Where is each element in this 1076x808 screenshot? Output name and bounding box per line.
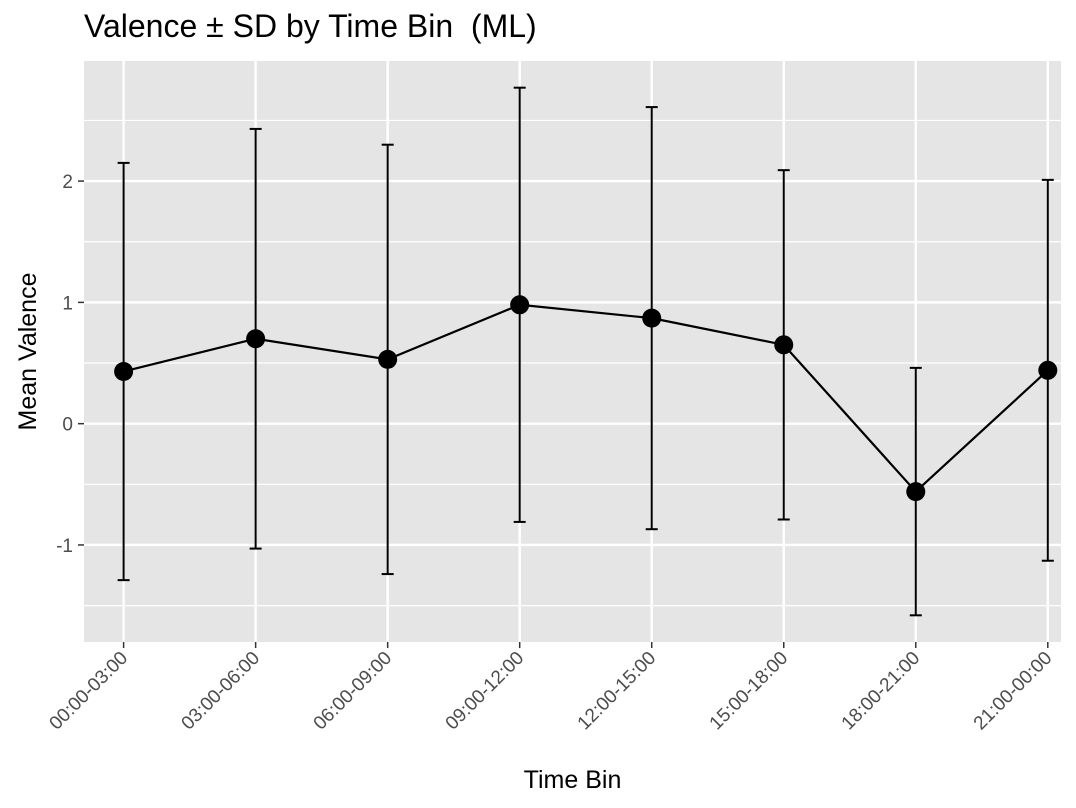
data-point: [510, 295, 530, 315]
x-tick-label: 03:00-06:00: [178, 648, 265, 735]
x-axis-title: Time Bin: [524, 766, 622, 794]
y-axis-title: Mean Valence: [14, 273, 42, 431]
x-tick-label: 09:00-12:00: [442, 648, 529, 735]
y-tick-label: -1: [56, 536, 73, 557]
x-axis: 00:00-03:00 03:00-06:00 06:00-09:00 09:00-1…: [46, 642, 1057, 735]
data-point: [114, 362, 134, 382]
data-point: [906, 482, 926, 502]
data-points: [114, 295, 1058, 502]
y-tick-label: 2: [62, 172, 73, 193]
data-point: [378, 349, 398, 369]
plot-panel: [84, 61, 1061, 642]
x-tick-label: 21:00-00:00: [970, 648, 1057, 735]
x-tick-label: 06:00-09:00: [310, 648, 397, 735]
x-tick-label: 12:00-15:00: [574, 648, 661, 735]
x-tick-label: 15:00-18:00: [706, 648, 793, 735]
data-point: [1038, 360, 1058, 380]
data-point: [246, 329, 266, 349]
chart-title: Valence ± SD by Time Bin (ML): [84, 8, 537, 44]
y-axis: -1 0 1 2: [56, 172, 84, 557]
x-tick-label: 18:00-21:00: [838, 648, 925, 735]
series-line: [123, 303, 1049, 494]
grid-minor: [84, 119, 1061, 607]
data-point: [774, 335, 794, 355]
x-tick-label: 00:00-03:00: [46, 648, 133, 735]
data-point: [642, 308, 662, 328]
y-tick-label: 0: [62, 415, 73, 436]
y-tick-label: 1: [62, 293, 73, 314]
